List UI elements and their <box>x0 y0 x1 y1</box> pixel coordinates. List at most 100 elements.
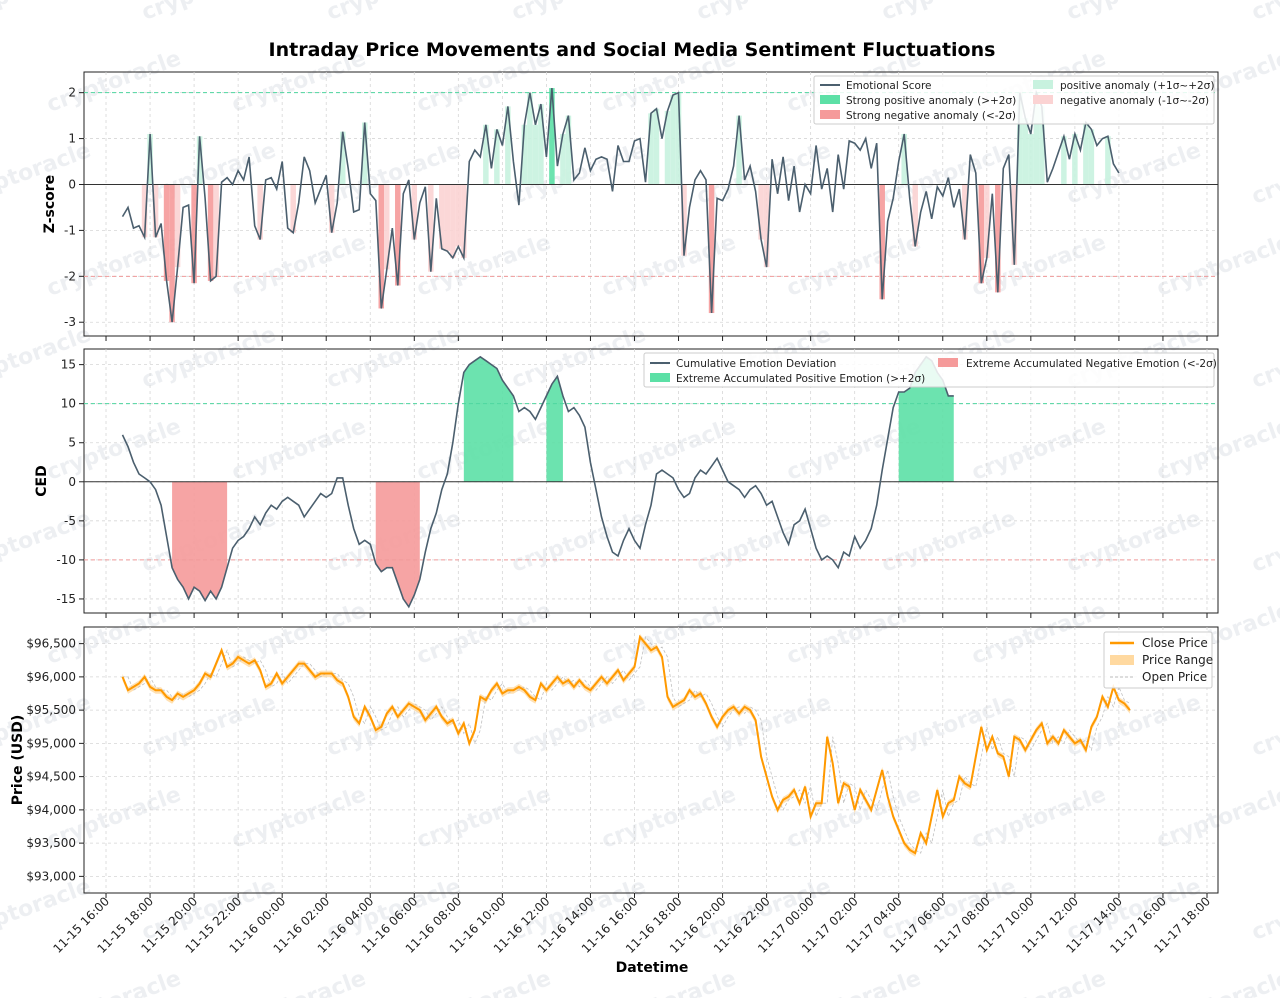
anomaly-bar <box>995 184 1001 293</box>
watermark-text: cryptoracle <box>879 506 1020 578</box>
anomaly-bar <box>912 184 918 247</box>
anomaly-bar <box>1033 92 1040 185</box>
legend-range-label: Price Range <box>1142 653 1213 667</box>
anomaly-bar <box>565 115 572 185</box>
panel-ced <box>83 348 1219 614</box>
anomaly-bar <box>455 184 462 247</box>
price-plot: $93,000 $93,500 $94,000 $94,500 $95,000 $95,5… <box>26 627 1218 898</box>
anomaly-bar <box>461 184 467 258</box>
anomaly-bar <box>962 184 968 240</box>
watermark-text: cryptoracle <box>599 230 740 302</box>
legend-ced-box <box>643 352 1215 388</box>
anomaly-bar <box>1083 122 1089 185</box>
watermark-text: cryptoracle <box>1249 322 1280 394</box>
anomaly-bar <box>147 133 153 185</box>
watermark-text: cryptoracle <box>1249 690 1280 762</box>
extreme-negative-region <box>172 481 228 601</box>
watermark-text: cryptoracle <box>969 414 1110 486</box>
close-price-line <box>121 634 1131 855</box>
anomaly-bar <box>763 184 770 268</box>
legend-price: Close Price Price Range Open Price <box>1103 631 1213 689</box>
y-tick-label: $93,000 <box>26 869 76 883</box>
ylabel-zscore: Z-score <box>42 175 58 233</box>
anomaly-bar <box>483 124 489 185</box>
anomaly-bar <box>521 124 528 185</box>
watermark-text: cryptoracle <box>139 690 280 762</box>
watermark-text: cryptoracle <box>414 598 555 670</box>
legend-extreme-negative-label: Extreme Accumulated Negative Emotion (<-… <box>966 358 1217 370</box>
legend-strong-positive-swatch <box>820 95 840 104</box>
anomaly-bar <box>1061 136 1067 185</box>
y-tick-label: $95,000 <box>26 736 76 750</box>
anomaly-bar <box>527 92 533 185</box>
anomaly-bar <box>560 133 566 185</box>
legend-strong-negative-label: Strong negative anomaly (<-2σ) <box>846 110 1016 122</box>
anomaly-bar <box>664 111 671 185</box>
watermark-text: cryptoracle <box>1064 0 1205 26</box>
anomaly-bar <box>290 184 296 233</box>
ylabel-ced: CED <box>34 465 50 496</box>
ced-plot: -15 -10 -5 0 5 10 15 <box>56 349 1218 618</box>
watermark-text: cryptoracle <box>599 598 740 670</box>
anomaly-bar <box>505 106 511 185</box>
watermark-text: cryptoracle <box>1249 0 1280 26</box>
watermark-text: cryptoracle <box>414 966 555 998</box>
y-tick-label: 2 <box>68 86 76 100</box>
anomaly-bar <box>1088 129 1095 185</box>
y-tick-label: $96,500 <box>26 637 76 651</box>
legend-positive-label: positive anomaly (+1σ~+2σ) <box>1060 80 1214 92</box>
watermark-text: cryptoracle <box>139 322 280 394</box>
watermark-text: cryptoracle <box>1249 874 1280 946</box>
anomaly-bar <box>328 184 335 233</box>
anomaly-bar <box>901 133 907 185</box>
watermark-text: cryptoracle <box>1064 506 1205 578</box>
watermark-text: cryptoracle <box>969 966 1110 998</box>
watermark-text: cryptoracle <box>229 230 370 302</box>
legend-negative-swatch <box>1033 95 1053 104</box>
y-tick-label: 0 <box>68 475 76 489</box>
legend-emotional-score-label: Emotional Score <box>846 80 932 92</box>
anomaly-bar <box>378 184 385 309</box>
watermark-text: cryptoracle <box>0 506 94 578</box>
anomaly-bar <box>163 184 170 281</box>
legend-extreme-negative-swatch <box>938 358 958 367</box>
anomaly-bar <box>758 184 764 240</box>
open-price-line <box>122 636 1131 854</box>
watermark-text: cryptoracle <box>784 230 925 302</box>
legend-extreme-positive-label: Extreme Accumulated Positive Emotion (>+… <box>676 373 925 385</box>
zscore-plot: -3 -2 -1 0 1 2 <box>64 72 1218 341</box>
anomaly-bar <box>648 113 654 185</box>
anomaly-bar <box>1011 184 1018 265</box>
watermark-text: cryptoracle <box>1249 506 1280 578</box>
watermark-text: cryptoracle <box>44 598 185 670</box>
legend-extreme-positive-swatch <box>650 373 670 382</box>
anomaly-bar <box>653 108 660 185</box>
legend-strong-negative-swatch <box>820 110 840 119</box>
y-tick-label: $93,500 <box>26 836 76 850</box>
watermark-text: cryptoracle <box>1154 414 1280 486</box>
y-tick-label: 1 <box>68 132 76 146</box>
anomaly-bar <box>675 92 682 185</box>
anomaly-bar <box>411 184 418 240</box>
watermark-text: cryptoracle <box>509 690 650 762</box>
legend-open-label: Open Price <box>1142 670 1207 684</box>
watermark-text: cryptoracle <box>509 322 650 394</box>
anomaly-bar <box>736 115 742 185</box>
anomaly-bar <box>444 184 451 252</box>
legend-price-box <box>1103 631 1213 689</box>
ced-line <box>121 355 954 609</box>
legend-positive-swatch <box>1033 80 1053 89</box>
watermark-text: cryptoracle <box>0 0 94 26</box>
watermark-text: cryptoracle <box>44 966 185 998</box>
anomaly-bar <box>395 184 401 286</box>
y-tick-label: -2 <box>64 269 76 283</box>
anomaly-bar <box>257 184 263 240</box>
anomaly-bar <box>1028 133 1034 185</box>
y-tick-label: 0 <box>68 177 76 191</box>
anomaly-bar <box>169 184 175 323</box>
y-tick-label: 15 <box>61 358 76 372</box>
legend-zscore-box <box>813 75 1215 125</box>
ylabel-price: Price (USD) <box>10 715 26 806</box>
watermark-text: cryptoracle <box>969 598 1110 670</box>
